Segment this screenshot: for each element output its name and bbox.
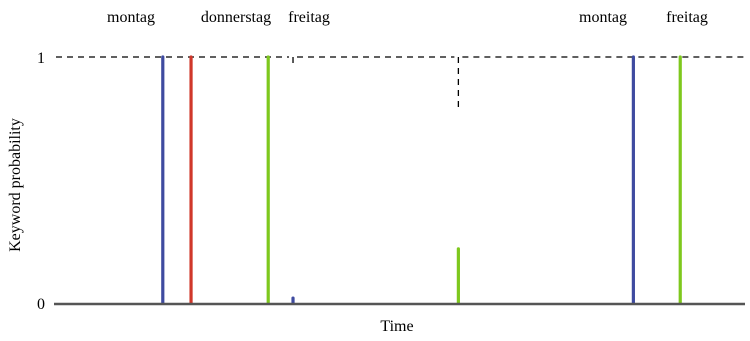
keyword-label: montag (579, 9, 627, 26)
keyword-label: donnerstag (201, 9, 271, 26)
keyword-labels: montag donnerstag freitag montag freitag (107, 9, 708, 26)
keyword-label: montag (107, 9, 155, 26)
threshold-layer (56, 56, 745, 109)
keyword-label: freitag (288, 9, 330, 26)
y-axis-label: Keyword probability (7, 118, 24, 252)
y-tick-label: 0 (37, 296, 45, 313)
detection-bars (161, 55, 682, 305)
y-tick-label: 1 (37, 50, 45, 67)
keyword-label: freitag (666, 9, 708, 26)
x-axis-label: Time (380, 318, 413, 335)
